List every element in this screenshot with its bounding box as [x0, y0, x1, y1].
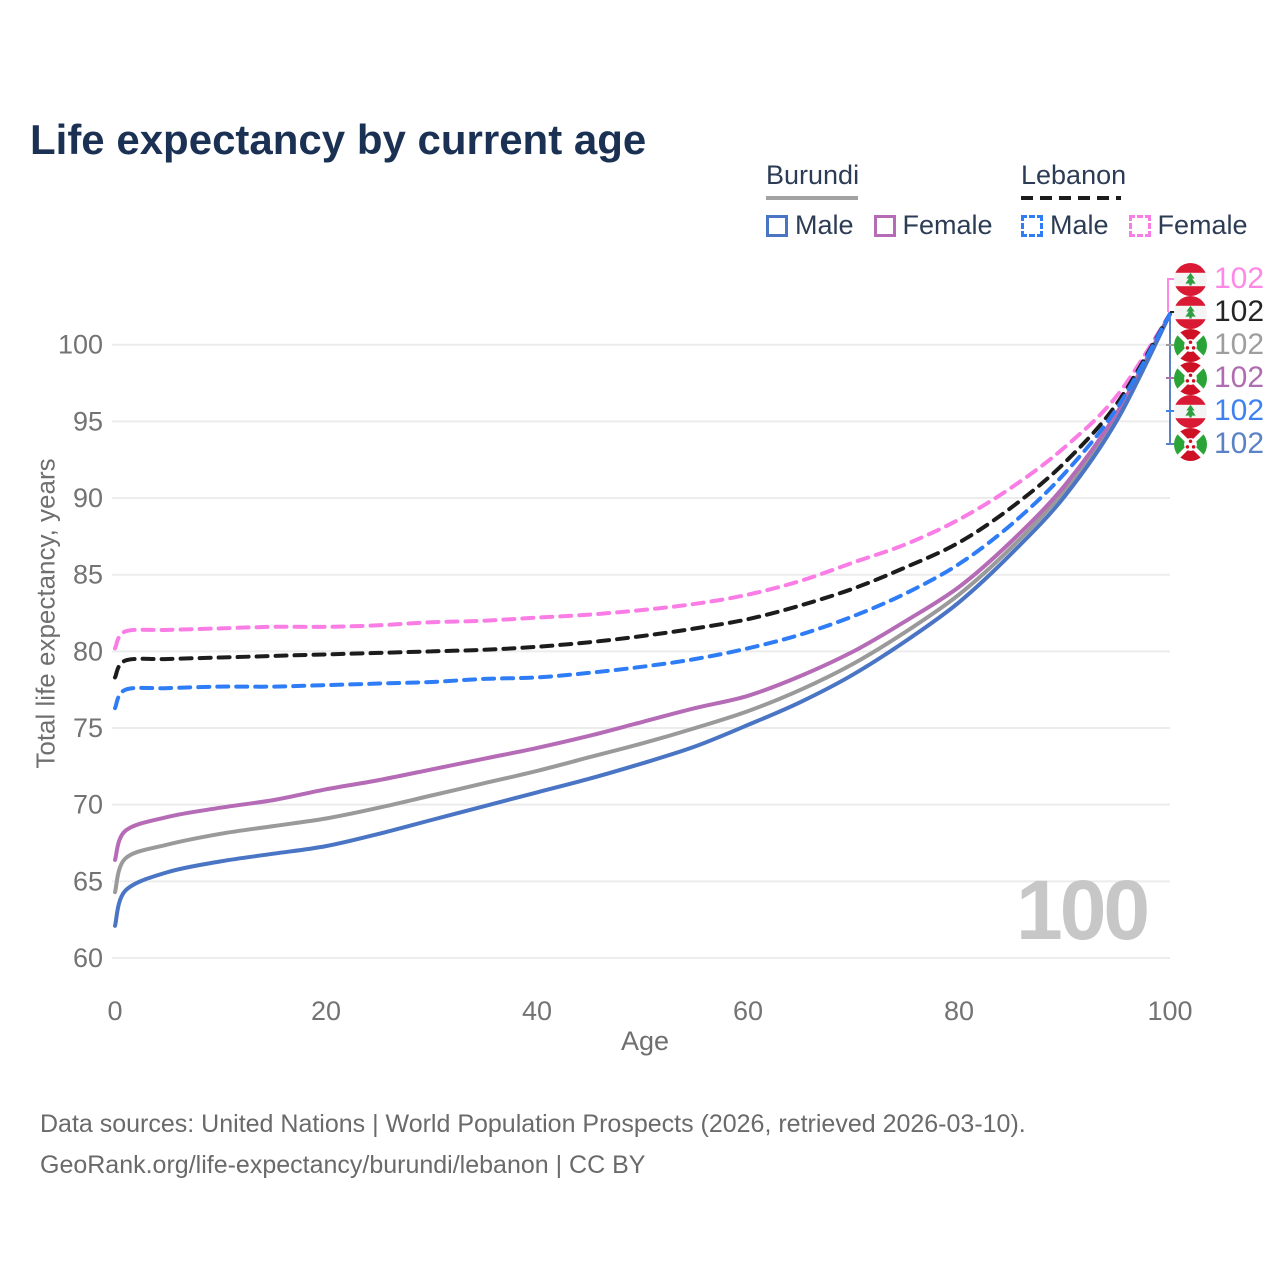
end-label-lebanon-female: 102: [1174, 262, 1264, 296]
y-tick-label: 75: [73, 713, 103, 743]
legend-item-lebanon-female[interactable]: Female: [1128, 210, 1248, 241]
legend-item-burundi-male[interactable]: Male: [766, 210, 854, 241]
series-line-lebanon-male[interactable]: [113, 312, 1172, 711]
x-tick-label: 60: [733, 996, 763, 1026]
end-label-burundi-female: 102: [1174, 361, 1264, 395]
end-label-value: 102: [1214, 295, 1265, 328]
legend-item-label: Female: [1157, 210, 1248, 240]
y-tick-label: 65: [73, 866, 103, 896]
legend-item-label: Male: [795, 210, 854, 240]
burundi-flag-icon: [1174, 361, 1207, 395]
series-line-burundi-female[interactable]: [113, 312, 1172, 862]
attribution-line: GeoRank.org/life-expectancy/burundi/leba…: [40, 1151, 646, 1179]
lebanon-female-swatch-icon: [1128, 214, 1151, 237]
legend-group-lebanon: Lebanon Male Female: [1021, 160, 1248, 241]
x-tick-label: 80: [944, 996, 974, 1026]
y-tick-label: 60: [73, 943, 103, 973]
lebanon-flag-icon: [1174, 295, 1207, 329]
end-label-value: 102: [1214, 328, 1265, 361]
y-tick-label: 95: [73, 406, 103, 436]
burundi-flag-icon: [1174, 328, 1207, 362]
lebanon-male-swatch-icon: [1021, 214, 1043, 237]
x-tick-label: 40: [522, 996, 552, 1026]
x-tick-label: 100: [1147, 996, 1192, 1026]
end-label-lebanon-male: 102: [1174, 394, 1264, 428]
end-label-value: 102: [1214, 427, 1265, 460]
y-axis-title: Total life expectancy, years: [30, 458, 61, 769]
series-line-lebanon-female[interactable]: [113, 312, 1172, 651]
series-line-burundi-both-sexes[interactable]: [113, 312, 1172, 895]
end-label-value: 102: [1214, 361, 1265, 394]
burundi-male-swatch-icon: [766, 214, 788, 237]
end-label-value: 102: [1214, 262, 1265, 295]
legend-item-label: Male: [1050, 210, 1109, 240]
data-sources-line: Data sources: United Nations | World Pop…: [40, 1110, 1026, 1138]
y-tick-label: 85: [73, 560, 103, 590]
y-tick-label: 90: [73, 483, 103, 513]
end-label-lebanon-both-sexes: 102: [1174, 295, 1264, 329]
legend-burundi-label: Burundi: [766, 160, 860, 190]
series-line-burundi-male[interactable]: [113, 312, 1172, 928]
end-label-burundi-male: 102: [1174, 427, 1264, 461]
legend-lebanon-dashed-line-sample: [1021, 196, 1121, 200]
x-tick-label: 20: [311, 996, 341, 1026]
legend-lebanon-label: Lebanon: [1021, 160, 1127, 190]
y-tick-label: 80: [73, 636, 103, 666]
x-axis-title: Age: [620, 1026, 670, 1056]
legend-group-burundi: Burundi Male Female: [766, 160, 993, 241]
y-tick-label: 70: [73, 790, 103, 820]
burundi-female-swatch-icon: [873, 214, 896, 237]
legend-item-burundi-female[interactable]: Female: [873, 210, 993, 241]
page-title: Life expectancy by current age: [30, 116, 647, 164]
x-tick-label: 0: [107, 996, 122, 1026]
legend-item-label: Female: [902, 210, 993, 240]
legend-item-lebanon-male[interactable]: Male: [1021, 210, 1109, 241]
burundi-flag-icon: [1174, 427, 1207, 461]
lebanon-flag-icon: [1174, 262, 1207, 296]
series-line-lebanon-both-sexes[interactable]: [113, 312, 1172, 680]
age-counter: 100: [1016, 863, 1150, 957]
lebanon-flag-icon: [1174, 394, 1207, 428]
legend-burundi-solid-line-sample: [766, 196, 858, 200]
end-label-value: 102: [1214, 394, 1265, 427]
footer: Data sources: United Nations | World Pop…: [40, 1104, 1026, 1186]
leader-line: [1167, 278, 1175, 313]
end-label-burundi-both-sexes: 102: [1174, 328, 1264, 362]
y-tick-label: 100: [58, 330, 103, 360]
